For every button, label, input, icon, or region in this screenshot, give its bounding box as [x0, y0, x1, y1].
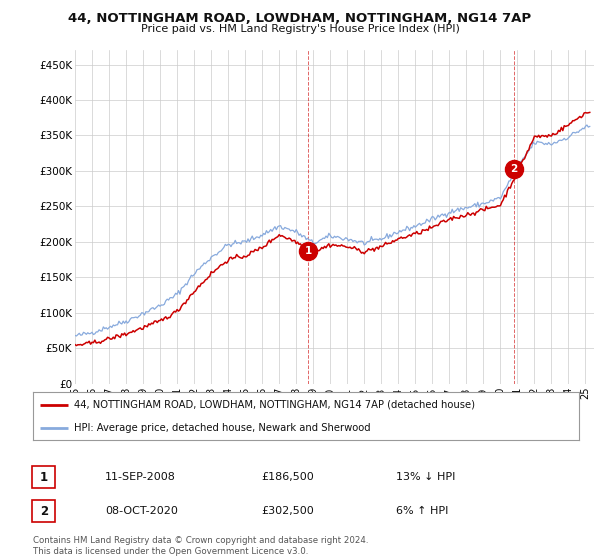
Text: 2: 2: [40, 505, 48, 518]
Text: £186,500: £186,500: [261, 472, 314, 482]
Text: £302,500: £302,500: [261, 506, 314, 516]
Text: 08-OCT-2020: 08-OCT-2020: [105, 506, 178, 516]
Text: 44, NOTTINGHAM ROAD, LOWDHAM, NOTTINGHAM, NG14 7AP (detached house): 44, NOTTINGHAM ROAD, LOWDHAM, NOTTINGHAM…: [74, 400, 475, 410]
Text: Price paid vs. HM Land Registry's House Price Index (HPI): Price paid vs. HM Land Registry's House …: [140, 24, 460, 34]
Text: HPI: Average price, detached house, Newark and Sherwood: HPI: Average price, detached house, Newa…: [74, 423, 371, 433]
Text: 13% ↓ HPI: 13% ↓ HPI: [396, 472, 455, 482]
Text: 6% ↑ HPI: 6% ↑ HPI: [396, 506, 448, 516]
Text: 2: 2: [511, 164, 518, 174]
Text: 1: 1: [304, 246, 312, 256]
Text: 1: 1: [40, 470, 48, 484]
Text: 11-SEP-2008: 11-SEP-2008: [105, 472, 176, 482]
Text: Contains HM Land Registry data © Crown copyright and database right 2024.
This d: Contains HM Land Registry data © Crown c…: [33, 536, 368, 556]
Text: 44, NOTTINGHAM ROAD, LOWDHAM, NOTTINGHAM, NG14 7AP: 44, NOTTINGHAM ROAD, LOWDHAM, NOTTINGHAM…: [68, 12, 532, 25]
